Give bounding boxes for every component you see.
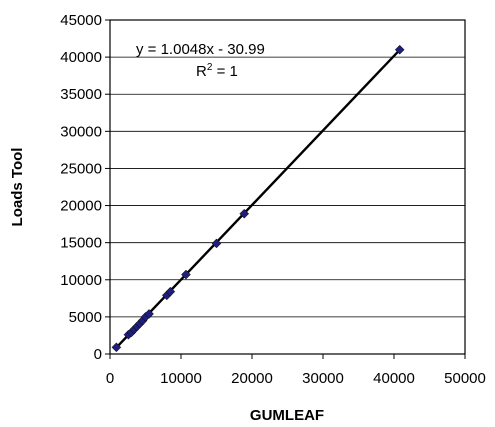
y-tick-label: 40000: [60, 49, 102, 66]
x-tick-label: 30000: [302, 370, 344, 387]
grid-lines: [110, 56, 465, 318]
x-tick-label: 20000: [231, 370, 273, 387]
y-axis-title: Loads Tool: [9, 148, 26, 227]
plot-area-frame: [109, 19, 466, 355]
y-tick-label: 5000: [69, 309, 102, 326]
y-tick-label: 10000: [60, 272, 102, 289]
r-squared-superscript: 2: [207, 62, 213, 73]
x-tick-label: 10000: [160, 370, 202, 387]
data-point: [394, 44, 405, 55]
y-tick-label: 45000: [60, 12, 102, 29]
x-axis-title: GUMLEAF: [250, 407, 324, 424]
data-point: [211, 238, 222, 249]
data-point: [144, 309, 154, 319]
r-squared-prefix: R: [196, 63, 207, 80]
y-tick-label: 25000: [60, 160, 102, 177]
y-axis: 0 5000 10000 15000 20000 25000 30000 35000 40000…: [60, 12, 110, 363]
x-tick-label: 0: [106, 370, 114, 387]
y-tick-label: 30000: [60, 123, 102, 140]
data-point: [111, 342, 122, 353]
x-tick-label: 40000: [373, 370, 415, 387]
y-tick-label: 0: [94, 346, 102, 363]
y-tick-label: 20000: [60, 198, 102, 215]
trendline: [115, 49, 401, 349]
data-point: [239, 208, 250, 219]
trendline-equation: y = 1.0048x - 30.99: [136, 41, 265, 58]
r-squared-label: R2 = 1: [196, 62, 238, 80]
r-squared-suffix: = 1: [212, 63, 237, 80]
x-tick-label: 50000: [444, 370, 486, 387]
y-tick-label: 15000: [60, 235, 102, 252]
y-tick-label: 35000: [60, 86, 102, 103]
data-points: [111, 44, 405, 353]
x-axis: 0 10000 20000 30000 40000 50000: [106, 354, 486, 387]
data-point: [165, 286, 176, 297]
data-point: [181, 269, 191, 280]
